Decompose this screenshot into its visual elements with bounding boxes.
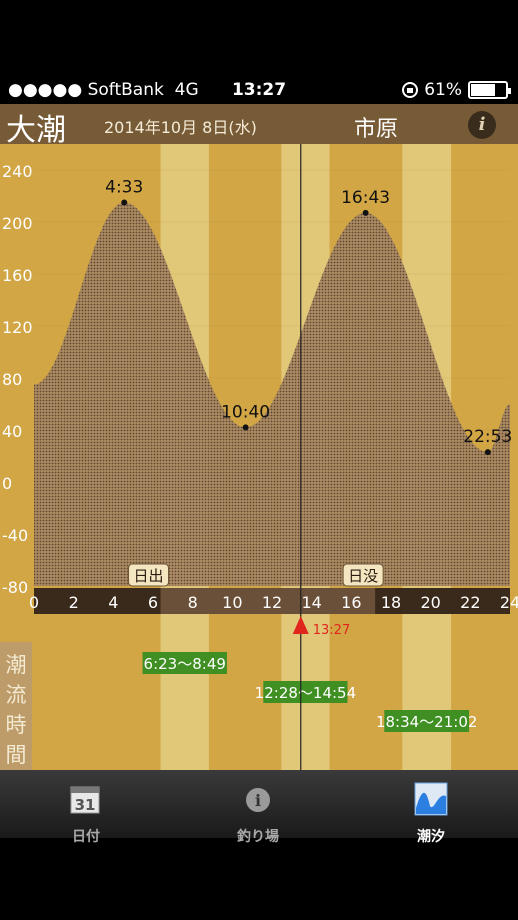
x-tick-label: 24 bbox=[500, 593, 518, 612]
x-tick-label: 6 bbox=[148, 593, 158, 612]
tab-fishing-spot[interactable]: i 釣り場 bbox=[172, 770, 344, 845]
tab-bar: 31 日付 i 釣り場 潮汐 bbox=[0, 770, 518, 845]
tidal-current-window-label: 6:23〜8:49 bbox=[144, 655, 226, 673]
tidal-current-title-char: 時 bbox=[6, 713, 27, 737]
x-tick-label: 18 bbox=[381, 593, 401, 612]
extremum-point bbox=[484, 449, 491, 456]
tidal-current-window-label: 12:28〜14:54 bbox=[255, 684, 356, 702]
tab-tide-label: 潮汐 bbox=[417, 829, 445, 845]
tidal-current-window bbox=[142, 652, 227, 674]
y-tick-label: 200 bbox=[2, 214, 33, 233]
extremum-point bbox=[121, 199, 128, 206]
carrier-signal: ●●●●● SoftBank 4G bbox=[8, 80, 199, 100]
rotation-lock-icon bbox=[402, 82, 419, 98]
y-tick-label: 120 bbox=[2, 318, 33, 337]
status-bar: ●●●●● SoftBank 4G 13:27 61% bbox=[0, 76, 518, 104]
header: 大潮 2014年10月 8日(水) 市原 i bbox=[0, 104, 518, 148]
extremum-time-label: 22:53 bbox=[463, 427, 512, 447]
tide-wave-icon bbox=[414, 782, 448, 816]
extremum-time-label: 4:33 bbox=[105, 178, 143, 198]
x-tick-label: 14 bbox=[301, 593, 321, 612]
tidal-current-window bbox=[263, 681, 348, 703]
x-tick-label: 16 bbox=[341, 593, 361, 612]
x-tick-label: 0 bbox=[29, 593, 39, 612]
tidal-current-title-char: 間 bbox=[6, 743, 27, 767]
y-tick-label: 80 bbox=[2, 370, 22, 389]
tab-fishing-spot-label: 釣り場 bbox=[237, 829, 279, 845]
x-tick-label: 10 bbox=[222, 593, 242, 612]
x-tick-label: 20 bbox=[420, 593, 440, 612]
tidal-current-window bbox=[384, 710, 470, 732]
y-tick-label: -40 bbox=[2, 526, 28, 545]
tidal-current-title-bg bbox=[0, 642, 32, 770]
tide-curve-area bbox=[34, 202, 510, 586]
battery-percent: 61% bbox=[424, 80, 462, 100]
y-tick-label: 240 bbox=[2, 162, 33, 181]
status-time: 13:27 bbox=[231, 80, 287, 100]
extremum-point bbox=[242, 424, 249, 431]
sunrise-label: 日出 bbox=[134, 567, 164, 585]
current-time-marker bbox=[292, 616, 309, 634]
sunset-label-bg bbox=[342, 563, 384, 587]
daylight-segment bbox=[160, 588, 376, 614]
y-tick-label: -80 bbox=[2, 578, 28, 597]
tidal-current-title-char: 流 bbox=[6, 683, 27, 707]
current-time-label: 13:27 bbox=[313, 623, 350, 638]
info-button[interactable]: i bbox=[468, 111, 496, 139]
x-tick-label: 4 bbox=[108, 593, 118, 612]
battery-icon bbox=[468, 81, 511, 99]
x-tick-label: 12 bbox=[262, 593, 282, 612]
extremum-time-label: 10:40 bbox=[221, 402, 270, 422]
extremum-point bbox=[362, 209, 369, 216]
y-tick-label: 0 bbox=[2, 474, 12, 493]
location-label[interactable]: 市原 bbox=[354, 117, 399, 142]
sunrise-label-bg bbox=[128, 563, 170, 587]
sunset-label: 日没 bbox=[348, 567, 378, 585]
y-tick-label: 160 bbox=[2, 266, 33, 285]
calendar-icon: 31 bbox=[70, 786, 100, 814]
x-tick-label: 8 bbox=[188, 593, 198, 612]
tab-date[interactable]: 31 日付 bbox=[0, 770, 172, 845]
x-tick-label: 2 bbox=[69, 593, 79, 612]
extremum-time-label: 16:43 bbox=[341, 188, 390, 208]
svg-text:i: i bbox=[255, 791, 261, 810]
tide-type-title: 大潮 bbox=[6, 113, 66, 148]
tidal-current-title-char: 潮 bbox=[6, 653, 27, 677]
svg-text:31: 31 bbox=[75, 796, 96, 814]
info-circle-icon: i bbox=[246, 788, 270, 812]
tab-date-label: 日付 bbox=[72, 829, 100, 845]
tidal-current-window-label: 18:34〜21:02 bbox=[376, 713, 477, 731]
x-tick-label: 22 bbox=[460, 593, 480, 612]
y-tick-label: 40 bbox=[2, 422, 22, 441]
date-label[interactable]: 2014年10月 8日(水) bbox=[104, 118, 257, 137]
network-type: 4G bbox=[174, 80, 199, 100]
tab-tide[interactable]: 潮汐 bbox=[344, 770, 518, 845]
